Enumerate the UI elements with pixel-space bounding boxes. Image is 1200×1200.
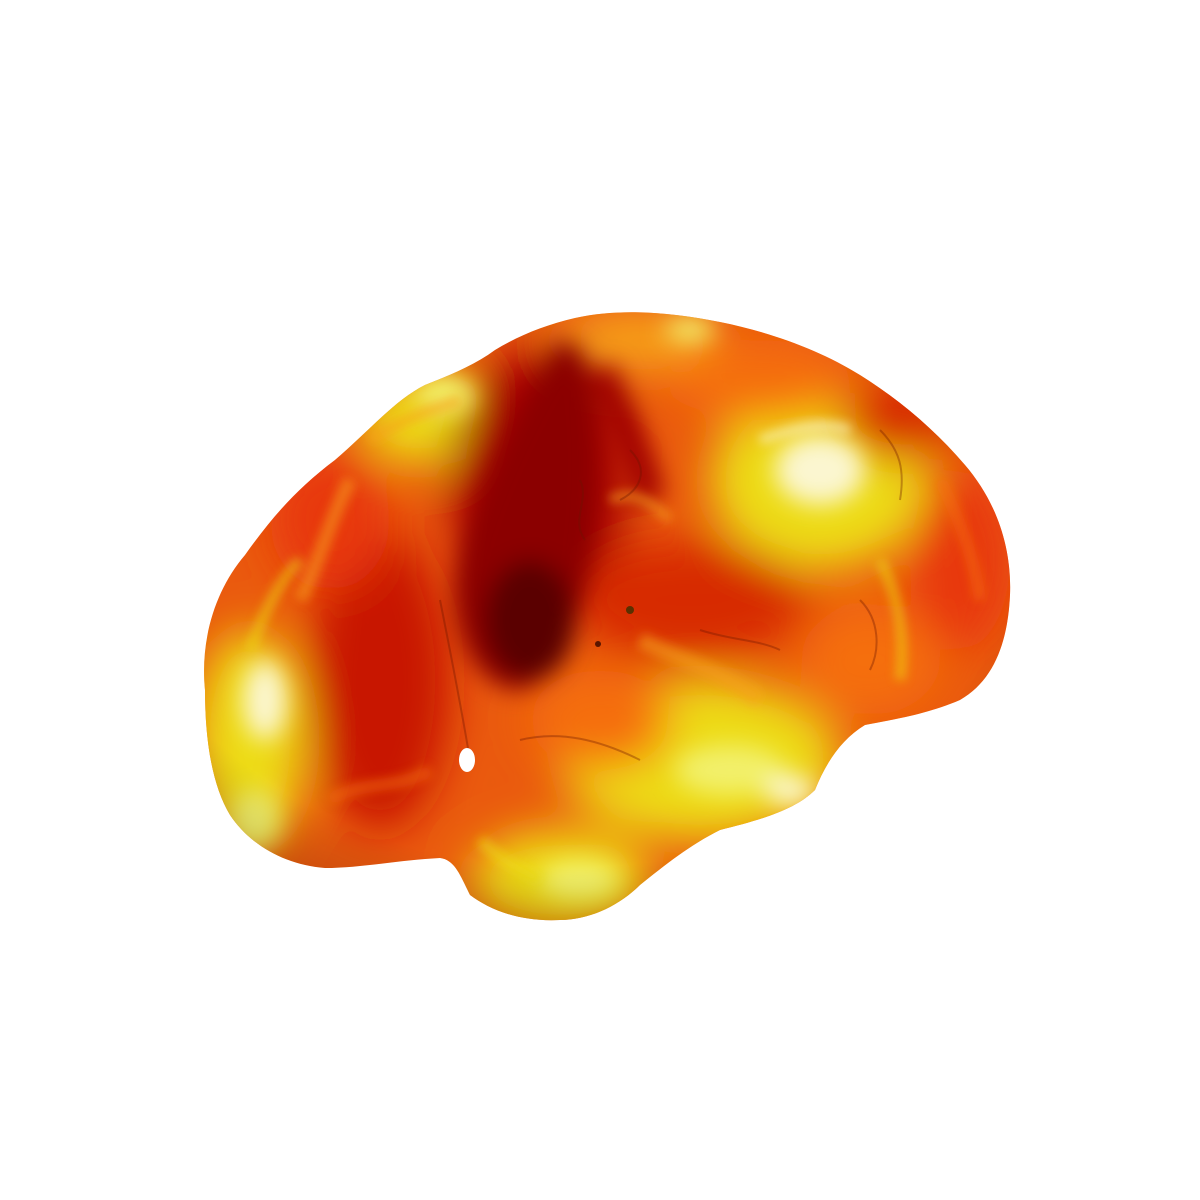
surface-shading (204, 312, 1011, 921)
brain-surface (204, 312, 1011, 921)
